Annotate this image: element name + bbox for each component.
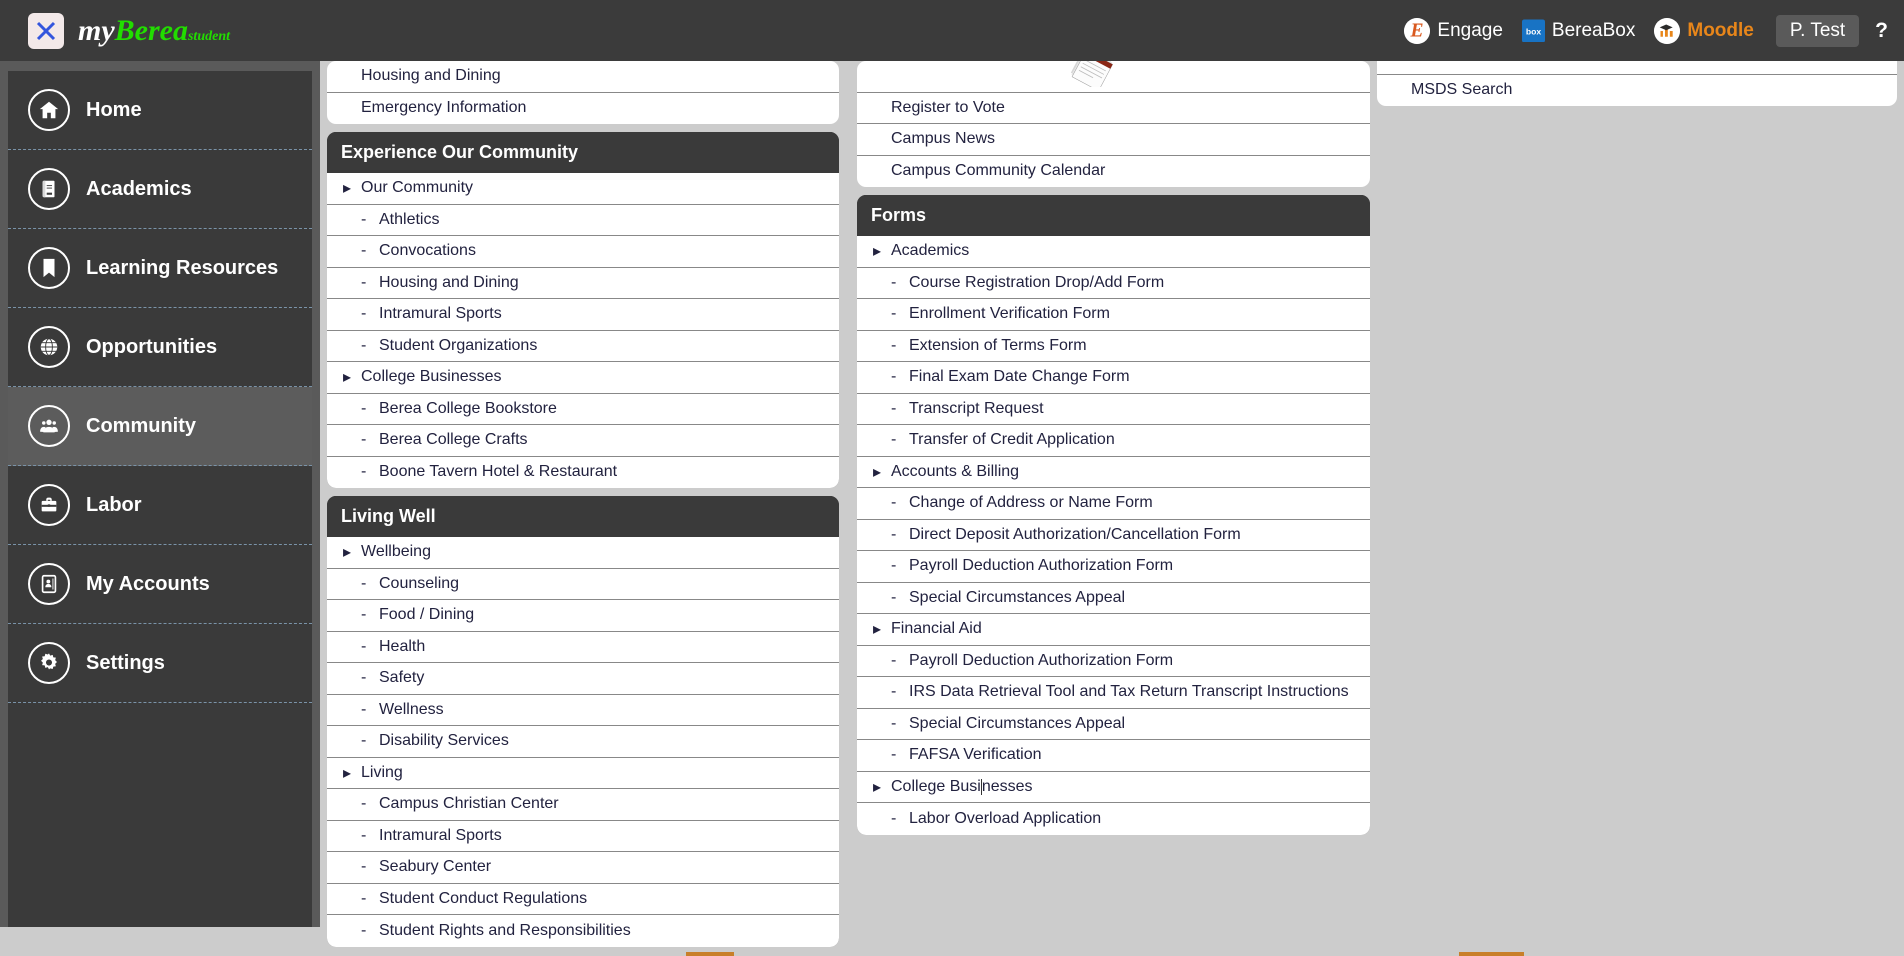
svg-text:E: E bbox=[1410, 20, 1424, 41]
svg-text:box: box bbox=[1526, 26, 1542, 36]
